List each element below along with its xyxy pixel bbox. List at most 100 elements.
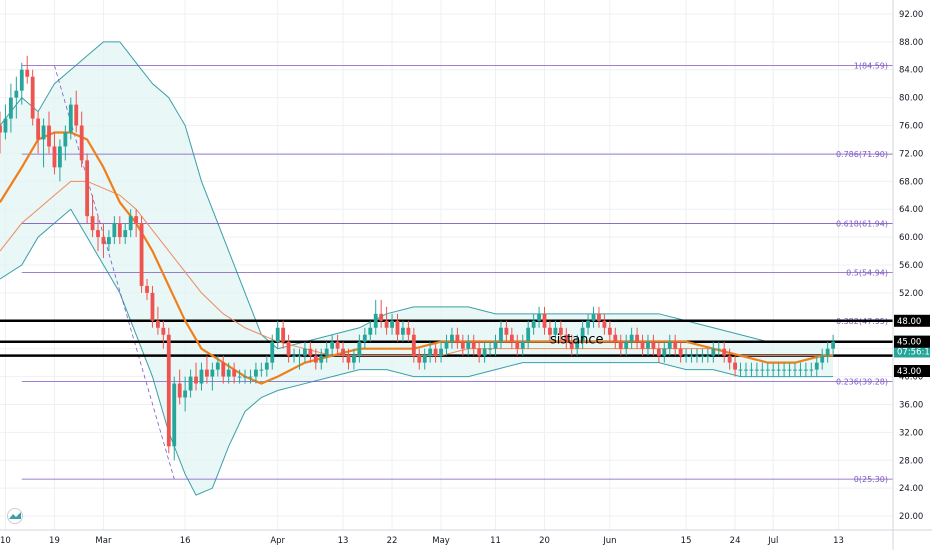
candle-body xyxy=(47,125,51,147)
annotations: sistance xyxy=(550,333,604,348)
candle-body xyxy=(19,69,24,91)
candle xyxy=(575,334,580,356)
candle xyxy=(63,125,68,161)
candle xyxy=(384,306,389,335)
candle xyxy=(607,320,612,342)
tradingview-logo-icon[interactable] xyxy=(5,508,25,524)
candle xyxy=(613,327,618,349)
candle xyxy=(695,348,699,363)
candle-body xyxy=(820,355,825,363)
candle-body xyxy=(145,285,149,293)
candle xyxy=(205,355,209,384)
candle xyxy=(602,313,607,335)
candle-body xyxy=(270,341,275,363)
candle xyxy=(324,341,329,363)
candle xyxy=(368,320,373,342)
candle xyxy=(79,111,84,168)
candle-body xyxy=(139,223,144,286)
candle-body xyxy=(482,348,487,356)
candle-body xyxy=(798,369,803,371)
x-tick-label: Apr xyxy=(270,536,285,546)
candle xyxy=(406,320,411,342)
resistance-annotation[interactable]: sistance xyxy=(550,333,604,348)
candle-body xyxy=(237,376,242,378)
candle xyxy=(352,348,356,370)
candle xyxy=(221,355,226,384)
candle xyxy=(270,334,275,370)
candle xyxy=(597,306,601,328)
candle-body xyxy=(439,348,443,356)
candle-body xyxy=(166,334,171,447)
candle xyxy=(3,104,8,140)
fib-level-label: 0.5(54.94) xyxy=(846,268,888,277)
candle-body xyxy=(825,348,830,356)
candle xyxy=(444,334,449,356)
candle-body xyxy=(128,216,133,231)
candle xyxy=(335,334,340,356)
candle xyxy=(248,369,253,384)
candle-body xyxy=(199,369,204,384)
candle xyxy=(531,313,536,335)
y-tick-label: 80.00 xyxy=(899,94,923,104)
price-tag-label: 07:56:15 xyxy=(897,347,932,357)
candle-body xyxy=(123,230,128,238)
candle-body xyxy=(444,341,449,349)
candle xyxy=(727,348,732,370)
candle-body xyxy=(673,341,678,349)
candle xyxy=(0,111,2,154)
x-tick-label: 13 xyxy=(833,536,844,546)
price-tag: 43.00 xyxy=(894,365,930,377)
price-tag-label: 45.00 xyxy=(897,338,921,348)
candle-body xyxy=(656,348,661,356)
x-tick-label: 22 xyxy=(387,536,398,546)
x-tick-label: May xyxy=(432,536,450,546)
candle-body xyxy=(275,327,280,342)
candle xyxy=(422,348,427,370)
candle xyxy=(678,341,683,363)
candle xyxy=(57,139,62,182)
candle xyxy=(357,334,362,363)
candle xyxy=(226,362,231,384)
candle-body xyxy=(689,355,694,357)
candle-body xyxy=(618,341,623,349)
candle xyxy=(150,285,155,328)
candle xyxy=(303,341,307,363)
candle xyxy=(580,320,585,349)
candle xyxy=(292,348,296,363)
candle xyxy=(700,348,705,363)
candle xyxy=(401,320,405,342)
candle-body xyxy=(101,237,106,245)
candle xyxy=(526,320,531,349)
candle xyxy=(341,341,345,363)
price-tag: 48.00 xyxy=(894,314,930,327)
candle-body xyxy=(646,341,650,349)
candle-body xyxy=(341,348,345,356)
y-tick-label: 20.00 xyxy=(899,512,923,522)
y-tick-label: 32.00 xyxy=(899,428,923,438)
candle xyxy=(825,341,830,363)
x-tick-label: 13 xyxy=(338,536,349,546)
y-tick-label: 56.00 xyxy=(899,261,923,271)
candle-body xyxy=(580,327,585,342)
candle-body xyxy=(52,146,57,168)
candle-body xyxy=(373,313,378,328)
candle xyxy=(177,369,182,405)
x-tick-label: 19 xyxy=(49,536,60,546)
candle-body xyxy=(330,341,335,349)
candle xyxy=(85,153,90,224)
candle xyxy=(90,195,95,238)
candle-body xyxy=(221,362,226,377)
candle-body xyxy=(384,320,389,328)
candle xyxy=(499,320,503,349)
candle-body xyxy=(362,334,367,342)
candle-body xyxy=(379,313,384,321)
candle xyxy=(455,327,460,349)
candle xyxy=(145,278,149,300)
candle xyxy=(117,216,122,245)
candle xyxy=(8,83,13,133)
candle-body xyxy=(754,369,759,371)
candle-body xyxy=(586,320,590,328)
candle xyxy=(537,306,541,328)
candle-body xyxy=(106,237,111,245)
candle xyxy=(705,348,710,363)
